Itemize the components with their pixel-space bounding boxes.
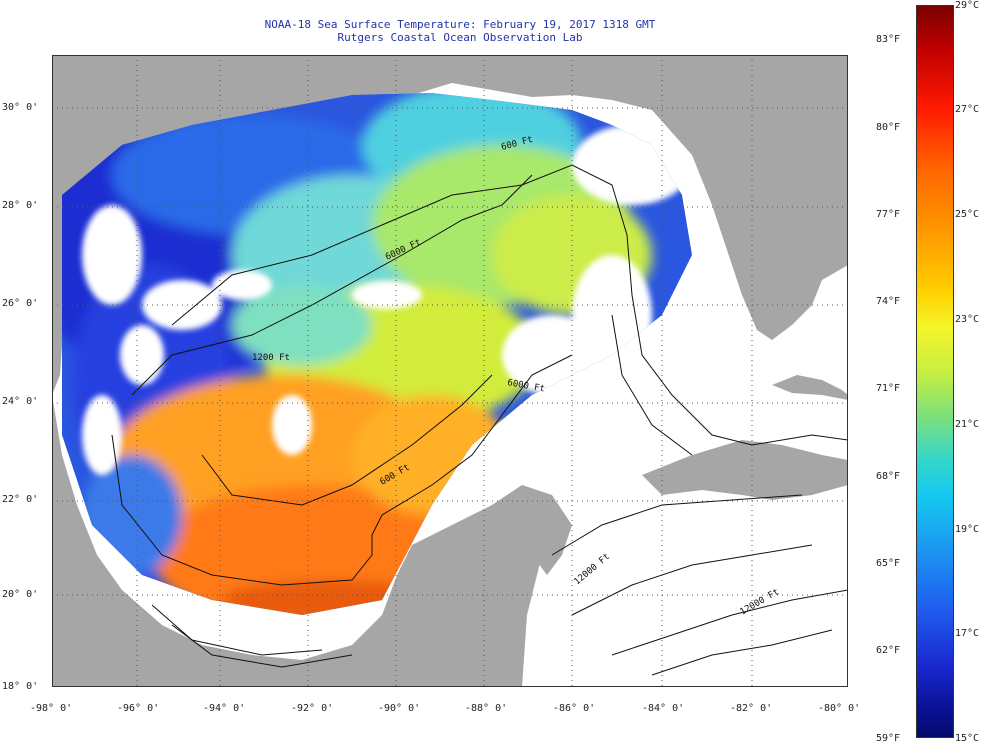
lat-label: 26° 0' <box>2 298 39 309</box>
cuba <box>642 440 848 500</box>
mexico <box>52 395 542 687</box>
colorbar-f-label: 65°F <box>876 558 901 569</box>
us-gulf-coast <box>52 55 848 395</box>
colorbar-f-label: 80°F <box>876 122 901 133</box>
colorbar-f-label: 59°F <box>876 733 901 744</box>
lon-label: -96° 0' <box>117 703 160 714</box>
colorbar-c-label: 27°C <box>955 104 980 115</box>
lat-label: 20° 0' <box>2 589 39 600</box>
yucatan-peninsula <box>452 485 572 575</box>
colorbar-f-label: 71°F <box>876 383 901 394</box>
sst-map: 600 Ft 6000 Ft 1200 Ft 6000 Ft 600 Ft 12… <box>52 55 848 687</box>
colorbar-c-label: 25°C <box>955 209 980 220</box>
lat-label: 30° 0' <box>2 102 39 113</box>
lat-label: 18° 0' <box>2 681 39 692</box>
colorbar-f-label: 74°F <box>876 296 901 307</box>
lon-label: -98° 0' <box>30 703 73 714</box>
land-masses <box>52 55 848 687</box>
lon-label: -82° 0' <box>730 703 773 714</box>
lon-label: -80° 0' <box>818 703 861 714</box>
contour-label: 1200 Ft <box>252 353 290 363</box>
florida-keys-bahamas <box>772 375 848 400</box>
lat-label: 22° 0' <box>2 494 39 505</box>
map-subtitle: Rutgers Coastal Ocean Observation Lab <box>337 31 583 44</box>
colorbar-c-label: 29°C <box>955 0 980 11</box>
lat-label: 28° 0' <box>2 200 39 211</box>
temperature-colorbar <box>916 5 954 738</box>
colorbar-c-label: 17°C <box>955 628 980 639</box>
colorbar-f-label: 68°F <box>876 471 901 482</box>
map-title: NOAA-18 Sea Surface Temperature: Februar… <box>264 18 656 31</box>
lon-label: -90° 0' <box>378 703 421 714</box>
lat-label: 24° 0' <box>2 396 39 407</box>
lon-label: -88° 0' <box>465 703 508 714</box>
colorbar-f-label: 77°F <box>876 209 901 220</box>
lon-label: -94° 0' <box>203 703 246 714</box>
lon-label: -92° 0' <box>291 703 334 714</box>
bathymetry-contours <box>111 164 848 676</box>
colorbar-f-label: 62°F <box>876 645 901 656</box>
graticule <box>52 55 848 687</box>
lon-label: -86° 0' <box>553 703 596 714</box>
lon-label: -84° 0' <box>642 703 685 714</box>
colorbar-c-label: 19°C <box>955 524 980 535</box>
colorbar-c-label: 15°C <box>955 733 980 744</box>
colorbar-c-label: 21°C <box>955 419 980 430</box>
colorbar-f-label: 83°F <box>876 34 901 45</box>
colorbar-c-label: 23°C <box>955 314 980 325</box>
